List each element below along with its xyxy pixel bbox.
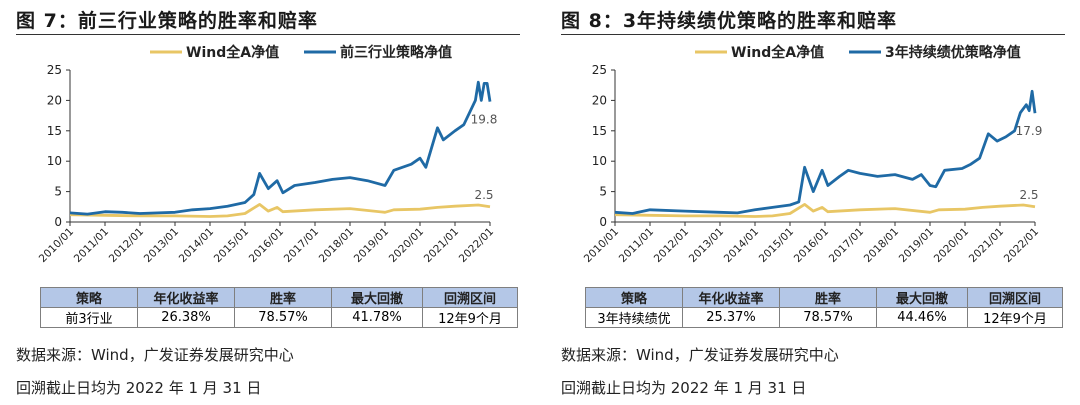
series-line xyxy=(614,203,1036,218)
cell: 78.57% xyxy=(234,307,332,328)
cell: 3年持续绩优 xyxy=(585,307,683,328)
cell: 12年9个月 xyxy=(967,307,1063,328)
end-value-label: 2.5 xyxy=(474,188,493,202)
x-tick-label: 2014/01 xyxy=(177,226,216,265)
header-cell: 回溯区间 xyxy=(967,287,1063,308)
x-tick-label: 2021/01 xyxy=(422,226,461,265)
header-cell: 最大回撤 xyxy=(331,287,423,308)
y-tick-label: 10 xyxy=(47,154,62,168)
header-cell: 年化收益率 xyxy=(682,287,780,308)
cell: 12年9个月 xyxy=(422,307,518,328)
x-tick-label: 2019/01 xyxy=(897,226,936,265)
y-tick-label: 0 xyxy=(54,215,62,229)
y-tick-label: 15 xyxy=(592,124,607,138)
x-tick-label: 2022/01 xyxy=(1002,226,1041,265)
y-tick-label: 5 xyxy=(599,185,607,199)
x-tick-label: 2014/01 xyxy=(722,226,761,265)
y-tick-label: 5 xyxy=(54,185,62,199)
source-note: 数据来源：Wind，广发证券发展研究中心 xyxy=(16,346,294,364)
y-tick-label: 25 xyxy=(592,63,607,77)
y-tick-label: 20 xyxy=(47,93,62,107)
divider xyxy=(16,34,520,35)
y-tick-label: 20 xyxy=(592,93,607,107)
y-tick-label: 10 xyxy=(592,154,607,168)
cell: 44.46% xyxy=(876,307,968,328)
date-note: 回溯截止日均为 2022 年 1 月 31 日 xyxy=(16,379,262,397)
y-tick-label: 25 xyxy=(47,63,62,77)
header-cell: 策略 xyxy=(40,287,138,308)
figure-7: 图 7：前三行业策略的胜率和赔率 0 5 10 15 20 25 2010/01 2011/0… xyxy=(0,0,520,405)
x-tick-label: 2016/01 xyxy=(792,226,831,265)
x-tick-label: 2020/01 xyxy=(387,226,426,265)
cell: 41.78% xyxy=(331,307,423,328)
series-line xyxy=(69,80,492,216)
figure-8: 图 8：3年持续绩优策略的胜率和赔率 0 5 10 15 20 25 2010/01 2011… xyxy=(545,0,1065,405)
x-tick-label: 2017/01 xyxy=(827,226,866,265)
end-value-label: 2.5 xyxy=(1019,188,1038,202)
end-value-label: 17.9 xyxy=(1016,124,1043,138)
cell: 25.37% xyxy=(682,307,780,328)
x-tick-label: 2015/01 xyxy=(757,226,796,265)
header-cell: 年化收益率 xyxy=(137,287,235,308)
x-tick-label: 2010/01 xyxy=(37,226,76,265)
figure-title: 图 8：3年持续绩优策略的胜率和赔率 xyxy=(561,10,898,32)
date-note: 回溯截止日均为 2022 年 1 月 31 日 xyxy=(561,379,807,397)
y-tick-label: 0 xyxy=(599,215,607,229)
header-cell: 胜率 xyxy=(234,287,332,308)
header-cell: 最大回撤 xyxy=(876,287,968,308)
cell: 26.38% xyxy=(137,307,235,328)
x-tick-label: 2010/01 xyxy=(582,226,621,265)
x-tick-label: 2022/01 xyxy=(457,226,496,265)
header-cell: 回溯区间 xyxy=(422,287,518,308)
x-tick-label: 2013/01 xyxy=(142,226,181,265)
x-tick-label: 2018/01 xyxy=(317,226,356,265)
x-tick-label: 2012/01 xyxy=(107,226,146,265)
header-cell: 策略 xyxy=(585,287,683,308)
x-tick-label: 2017/01 xyxy=(282,226,321,265)
x-tick-label: 2013/01 xyxy=(687,226,726,265)
legend-label: Wind全A净值 xyxy=(731,44,824,61)
x-tick-label: 2015/01 xyxy=(212,226,251,265)
x-tick-label: 2011/01 xyxy=(72,226,111,265)
line-chart: 05101520252010/012011/012012/012013/0120… xyxy=(582,44,1043,265)
figure-title: 图 7：前三行业策略的胜率和赔率 xyxy=(16,10,318,32)
legend-label: 前三行业策略净值 xyxy=(340,44,452,61)
stats-table: 策略 年化收益率 胜率 最大回撤 回溯区间 3年持续绩优 25.37% 78.57% 44.4… xyxy=(585,287,1063,328)
legend-label: Wind全A净值 xyxy=(186,44,279,61)
x-tick-label: 2016/01 xyxy=(247,226,286,265)
cell: 前3行业 xyxy=(40,307,138,328)
x-tick-label: 2011/01 xyxy=(617,226,656,265)
source-note: 数据来源：Wind，广发证券发展研究中心 xyxy=(561,346,839,364)
end-value-label: 19.8 xyxy=(471,113,498,127)
x-tick-label: 2012/01 xyxy=(652,226,691,265)
header-cell: 胜率 xyxy=(779,287,877,308)
legend-label: 3年持续绩优策略净值 xyxy=(885,44,1021,61)
series-line xyxy=(614,89,1037,215)
line-chart: 05101520252010/012011/012012/012013/0120… xyxy=(37,44,498,265)
stats-table: 策略 年化收益率 胜率 最大回撤 回溯区间 前3行业 26.38% 78.57% 41.78%… xyxy=(40,287,518,328)
cell: 78.57% xyxy=(779,307,877,328)
series-line xyxy=(69,203,491,218)
x-tick-label: 2018/01 xyxy=(862,226,901,265)
x-tick-label: 2019/01 xyxy=(352,226,391,265)
x-tick-label: 2020/01 xyxy=(932,226,971,265)
x-tick-label: 2021/01 xyxy=(967,226,1006,265)
divider xyxy=(561,34,1065,35)
y-tick-label: 15 xyxy=(47,124,62,138)
